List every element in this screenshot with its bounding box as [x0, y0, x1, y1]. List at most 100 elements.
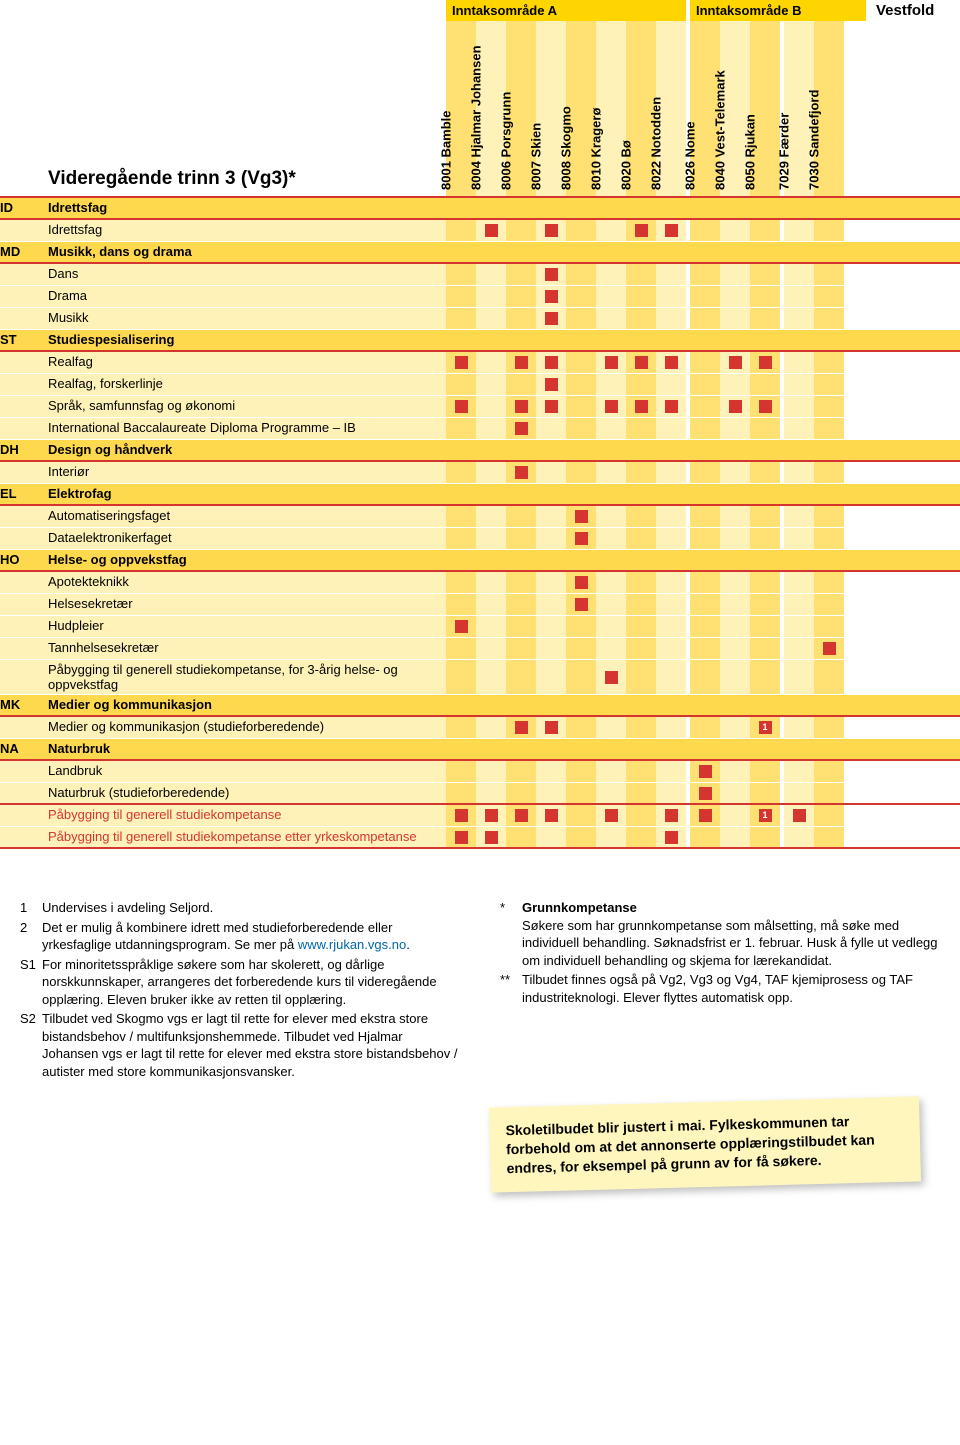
grid-cell — [784, 308, 814, 329]
item-row: Interiør — [0, 462, 960, 484]
grid-cell — [720, 198, 750, 218]
grid-cell — [626, 572, 656, 593]
grid-cell — [596, 638, 626, 659]
grid-cell — [690, 440, 720, 460]
grid-cell — [566, 572, 596, 593]
mark-icon — [575, 510, 588, 523]
grid-cell — [814, 783, 844, 803]
mark-icon — [545, 224, 558, 237]
section-row: MDMusikk, dans og drama — [0, 242, 960, 264]
item-row: Realfag, forskerlinje — [0, 374, 960, 396]
grid-cell — [476, 739, 506, 759]
column-header-row: Videregående trinn 3 (Vg3)* 8001 Bamble8… — [0, 21, 960, 196]
mark-icon — [699, 809, 712, 822]
row-code: EL — [0, 484, 22, 504]
grid-cell — [476, 616, 506, 637]
grid-cell — [690, 286, 720, 307]
grid-cell — [476, 352, 506, 373]
grid-cell — [566, 717, 596, 738]
row-code — [0, 572, 22, 593]
grid-cell — [506, 440, 536, 460]
grid-cell — [506, 695, 536, 715]
grid-cell — [690, 827, 720, 847]
row-code — [0, 783, 22, 803]
grid-cell — [720, 660, 750, 694]
table-body: IDIdrettsfagIdrettsfagMDMusikk, dans og … — [0, 196, 960, 849]
grid-cell — [446, 616, 476, 637]
row-code: DH — [0, 440, 22, 460]
grid-cell — [536, 286, 566, 307]
grid-cell — [476, 660, 506, 694]
row-code — [0, 717, 22, 738]
row-label: Automatiseringsfaget — [22, 506, 446, 527]
grid-cell — [750, 462, 780, 483]
row-code — [0, 220, 22, 241]
mark-icon — [545, 809, 558, 822]
grid-cell — [750, 330, 780, 350]
grid-cell — [506, 783, 536, 803]
grid-cell — [446, 440, 476, 460]
row-label: Musikk — [22, 308, 446, 329]
grid-cell — [814, 374, 844, 395]
grid-cell — [656, 352, 686, 373]
grid-cell — [566, 484, 596, 504]
grid-cell — [476, 286, 506, 307]
mark-icon — [665, 224, 678, 237]
grid-cell — [750, 616, 780, 637]
grid-cell — [814, 220, 844, 241]
grid-cell — [596, 462, 626, 483]
grid-cell — [720, 506, 750, 527]
grid-cell — [476, 717, 506, 738]
row-label: Dataelektronikerfaget — [22, 528, 446, 549]
grid-cell — [814, 352, 844, 373]
grid-cell — [814, 638, 844, 659]
grid-cell — [784, 550, 814, 570]
grid-cell — [476, 330, 506, 350]
grid-cell — [720, 286, 750, 307]
grid-cell: 1 — [750, 805, 780, 826]
footnotes-left: 1Undervises i avdeling Seljord.2Det er m… — [20, 899, 460, 1082]
mark-icon — [759, 400, 772, 413]
mark-icon — [605, 809, 618, 822]
row-code: MK — [0, 695, 22, 715]
grid-cell — [476, 550, 506, 570]
grid-cell — [814, 462, 844, 483]
item-row: Påbygging til generell studiekompetanse … — [0, 827, 960, 849]
grid-cell — [566, 286, 596, 307]
grid-cell — [656, 550, 686, 570]
grid-cell — [626, 264, 656, 285]
mark-icon: 1 — [759, 809, 772, 822]
grid-cell — [690, 783, 720, 803]
grid-cell — [476, 198, 506, 218]
item-row: Naturbruk (studieforberedende) — [0, 783, 960, 805]
grid-cell — [536, 198, 566, 218]
grid-cell — [506, 638, 536, 659]
grid-cell — [596, 827, 626, 847]
footnote-text: For minoritetsspråklige søkere som har s… — [42, 956, 460, 1009]
grid-cell — [784, 198, 814, 218]
grid-cell — [506, 717, 536, 738]
grid-cell — [626, 638, 656, 659]
grid-cell — [566, 739, 596, 759]
grid-cell — [506, 286, 536, 307]
row-label: International Baccalaureate Diploma Prog… — [22, 418, 446, 439]
grid-cell — [656, 396, 686, 417]
grid-cell — [536, 805, 566, 826]
grid-cell — [750, 528, 780, 549]
grid-cell — [784, 805, 814, 826]
grid-cell — [720, 572, 750, 593]
grid-cell — [784, 638, 814, 659]
mark-icon — [515, 422, 528, 435]
grid-cell — [690, 528, 720, 549]
grid-cell — [656, 440, 686, 460]
grid-cell — [784, 264, 814, 285]
grid-cell — [446, 594, 476, 615]
item-row: Språk, samfunnsfag og økonomi — [0, 396, 960, 418]
grid-cell — [536, 717, 566, 738]
grid-cell — [690, 572, 720, 593]
footnote-link[interactable]: www.rjukan.vgs.no — [298, 937, 406, 952]
row-code: ST — [0, 330, 22, 350]
row-code: ID — [0, 198, 22, 218]
mark-icon — [759, 356, 772, 369]
grid-cell — [506, 198, 536, 218]
